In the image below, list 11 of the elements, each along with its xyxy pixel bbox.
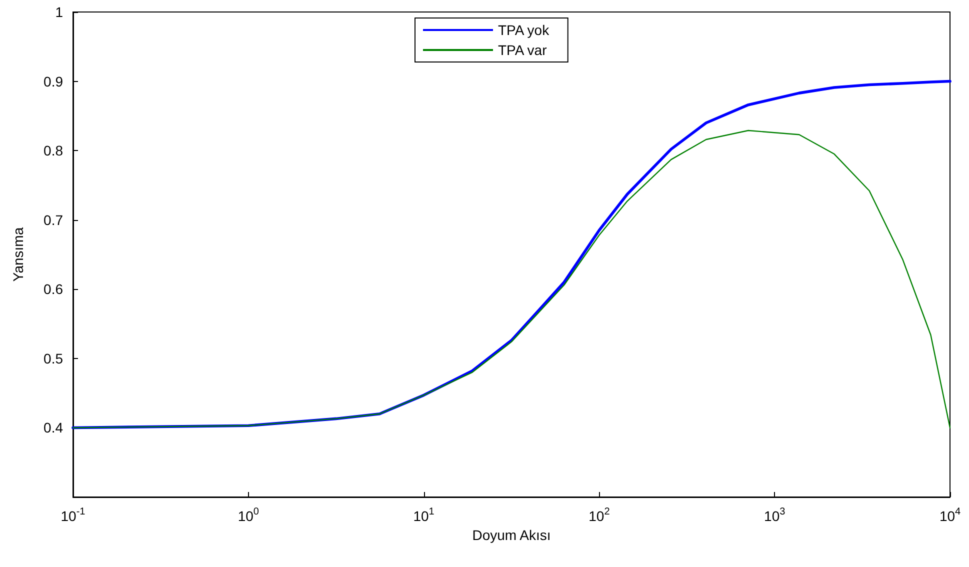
y-tick-label: 0.4	[44, 420, 64, 436]
x-axis-title: Doyum Akısı	[472, 526, 551, 543]
y-axis-title: Yansıma	[10, 227, 26, 282]
legend-label: TPA var	[498, 42, 548, 58]
y-tick-label: 0.9	[44, 73, 64, 90]
y-tick-label: 1	[55, 4, 64, 20]
y-tick-label: 0.5	[44, 350, 64, 366]
y-tick-label: 0.8	[44, 142, 64, 159]
y-tick-label: 0.6	[44, 281, 64, 298]
legend-label: TPA yok	[498, 22, 550, 38]
y-tick-label: 0.7	[44, 212, 64, 228]
